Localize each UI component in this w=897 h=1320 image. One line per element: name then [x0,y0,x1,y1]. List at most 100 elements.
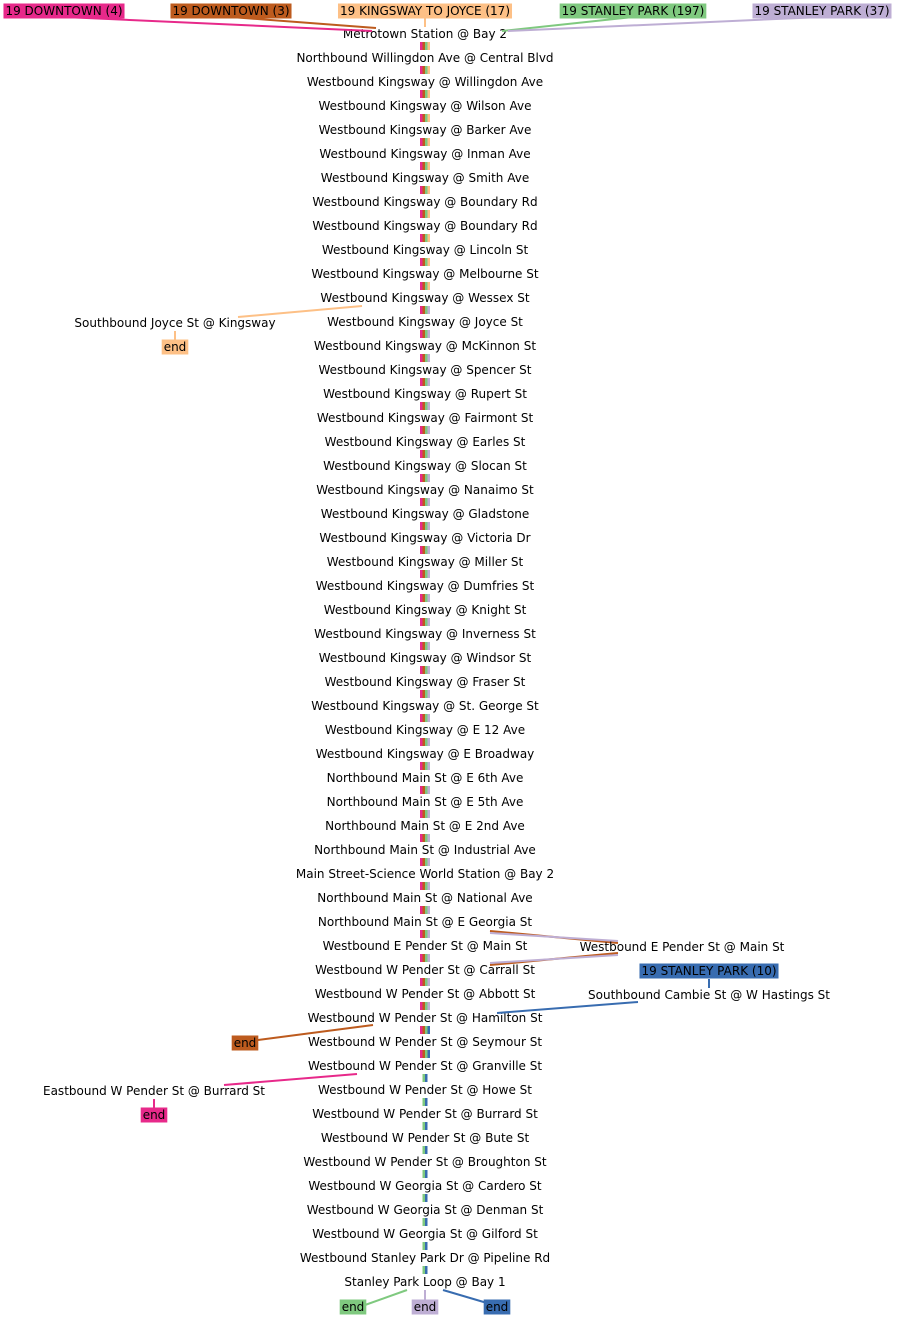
connector-30-downtown4 [420,762,423,770]
connector-20-stanley_park37 [427,522,430,530]
end-downtown4-label: end [143,1108,166,1122]
connector-22-stanley_park37 [427,570,430,578]
route-header-downtown3-label: 19 DOWNTOWN (3) [172,4,289,18]
stop-label-30: Westbound Kingsway @ E Broadway [316,747,535,761]
end-sp10-box [483,1299,511,1315]
stop-label-16: Westbound Kingsway @ Fairmont St [317,411,534,425]
connector-2-kingsway_joyce [427,90,430,98]
stop-label-42: Westbound W Pender St @ Seymour St [308,1035,542,1049]
connector-32-stanley_park197 [425,810,428,818]
stop-label-24: Westbound Kingsway @ Knight St [324,603,527,617]
connector-48-stanley_park10 [425,1194,428,1202]
connector-36-downtown3 [422,906,425,914]
connector-25-stanley_park37 [427,642,430,650]
connector-15-downtown3 [422,402,425,410]
connector-49-stanley_park10 [425,1218,428,1226]
connector-15-stanley_park197 [425,402,428,410]
connector-24-stanley_park197 [425,618,428,626]
stop-label-29: Westbound Kingsway @ E 12 Ave [325,723,525,737]
stop-label-45: Westbound W Pender St @ Burrard St [312,1107,538,1121]
connector-8-downtown4 [420,234,423,242]
route-header-stanley_park197-label: 19 STANLEY PARK (197) [562,4,705,18]
connector-3-downtown4 [420,114,423,122]
connector-5-stanley_park197 [425,162,428,170]
connector-10-kingsway_joyce [427,282,430,290]
connector-10-downtown4 [420,282,423,290]
connector-9-stanley_park197 [425,258,428,266]
connector-27-downtown4 [420,690,423,698]
connector-1-downtown4 [420,66,423,74]
connector-18-downtown3 [422,474,425,482]
connector-22-stanley_park197 [425,570,428,578]
connector-7-kingsway_joyce [427,210,430,218]
connector-38-downtown4 [420,954,423,962]
connector-11-downtown4 [420,306,423,314]
connector-32-stanley_park37 [427,810,430,818]
connector-28-downtown3 [422,714,425,722]
end-kingsway-label: end [164,340,187,354]
stop-label-35: Main Street-Science World Station @ Bay … [296,867,554,881]
connector-28-stanley_park197 [425,714,428,722]
stop-label-4: Westbound Kingsway @ Barker Ave [319,123,532,137]
connector-0-kingsway_joyce [427,42,430,50]
connector-50-stanley_park10 [425,1242,428,1250]
stop-label-46: Westbound W Pender St @ Bute St [321,1131,530,1145]
connector-39-stanley_park37 [427,978,430,986]
stop-label-9: Westbound Kingsway @ Lincoln St [322,243,529,257]
connector-23-stanley_park37 [427,594,430,602]
stop-label-7: Westbound Kingsway @ Boundary Rd [312,195,537,209]
connector-17-stanley_park197 [425,450,428,458]
stop-label-48: Westbound W Georgia St @ Cardero St [308,1179,541,1193]
connector-36-downtown4 [420,906,423,914]
connector-35-downtown3 [422,882,425,890]
stop-label-34: Northbound Main St @ Industrial Ave [314,843,536,857]
connector-43-stanley_park10 [425,1074,428,1082]
connector-2-downtown4 [420,90,423,98]
connector-1-stanley_park197 [425,66,428,74]
connector-29-stanley_park37 [427,738,430,746]
connector-24-stanley_park37 [427,618,430,626]
stop-label-39: Westbound W Pender St @ Carrall St [315,963,535,977]
connector-29-downtown3 [422,738,425,746]
connector-11-downtown3 [422,306,425,314]
connector-18-stanley_park197 [425,474,428,482]
connector-34-stanley_park37 [427,858,430,866]
route-header-stanley_park37-label: 19 STANLEY PARK (37) [754,4,889,18]
stop-label-23: Westbound Kingsway @ Dumfries St [316,579,535,593]
stop-label-2: Westbound Kingsway @ Willingdon Ave [307,75,543,89]
connector-12-stanley_park37 [427,330,430,338]
route-line-sp197-end [364,1289,408,1306]
connector-16-downtown4 [420,426,423,434]
stop-label-51: Westbound Stanley Park Dr @ Pipeline Rd [300,1251,550,1265]
connector-42-downtown3 [422,1050,425,1058]
connector-20-downtown4 [420,522,423,530]
connector-19-downtown4 [420,498,423,506]
stop-label-52: Stanley Park Loop @ Bay 1 [344,1275,505,1289]
end-sp10-label: end [486,1300,509,1314]
stop-label-18: Westbound Kingsway @ Slocan St [323,459,527,473]
connector-4-downtown3 [422,138,425,146]
stop-label-1: Northbound Willingdon Ave @ Central Blvd [296,51,553,65]
connector-21-stanley_park37 [427,546,430,554]
connector-7-downtown3 [422,210,425,218]
connector-5-downtown4 [420,162,423,170]
connector-41-downtown3 [422,1026,425,1034]
connector-14-downtown4 [420,378,423,386]
connector-4-downtown4 [420,138,423,146]
stop-label-49: Westbound W Georgia St @ Denman St [307,1203,544,1217]
connector-25-stanley_park197 [425,642,428,650]
connector-33-stanley_park197 [425,834,428,842]
connector-42-downtown4 [420,1050,423,1058]
connector-37-downtown3 [422,930,425,938]
connector-30-stanley_park197 [425,762,428,770]
connector-32-downtown3 [422,810,425,818]
side-stop-burrard: Eastbound W Pender St @ Burrard St [43,1084,265,1098]
connector-26-stanley_park37 [427,666,430,674]
connector-47-stanley_park197 [422,1170,425,1178]
stop-label-26: Westbound Kingsway @ Windsor St [319,651,532,665]
end-sp37-box [411,1299,439,1315]
connector-40-downtown4 [420,1002,423,1010]
connector-9-kingsway_joyce [427,258,430,266]
connector-20-stanley_park197 [425,522,428,530]
connector-29-stanley_park197 [425,738,428,746]
